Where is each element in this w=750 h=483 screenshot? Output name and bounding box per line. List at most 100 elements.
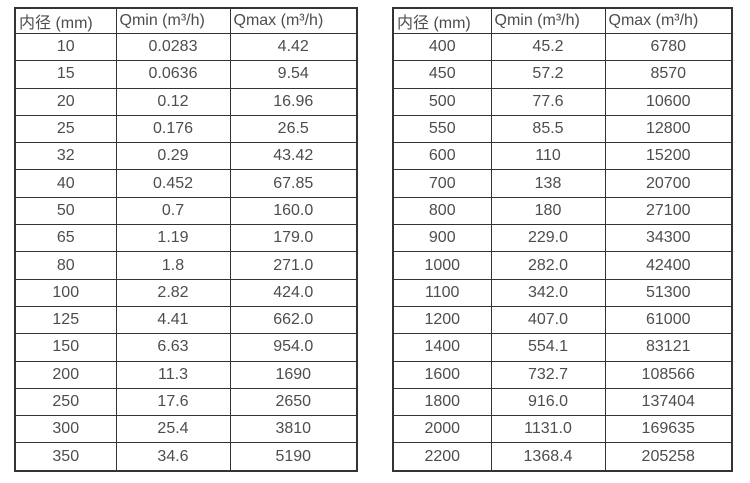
- table-cell: 77.6: [490, 87, 606, 116]
- table-cell: 25.4: [115, 415, 231, 444]
- table-row: 125 4.41 662.0: [14, 305, 358, 335]
- table-cell: 900: [392, 224, 492, 253]
- table-cell: 32: [14, 142, 117, 171]
- column-header: Qmax (m³/h): [604, 7, 733, 34]
- table-cell: 108566: [604, 360, 733, 389]
- table-row: 2200 1368.4 205258: [392, 442, 733, 472]
- table-cell: 100: [14, 278, 117, 307]
- table-cell: 1400: [392, 333, 492, 362]
- table-cell: 137404: [604, 387, 733, 417]
- table-row: 40 0.452 67.85: [14, 169, 358, 198]
- table-cell: 45.2: [490, 32, 606, 62]
- table-cell: 282.0: [490, 251, 606, 280]
- table-row: 200 11.3 1690: [14, 360, 358, 389]
- table-cell: 550: [392, 114, 492, 144]
- table-cell: 10600: [604, 87, 733, 116]
- table-cell: 1100: [392, 278, 492, 307]
- table-cell: 85.5: [490, 114, 606, 144]
- table-cell: 138: [490, 169, 606, 198]
- table-cell: 800: [392, 196, 492, 226]
- table-row: 100 2.82 424.0: [14, 278, 358, 307]
- table-cell: 1600: [392, 360, 492, 389]
- table-cell: 180: [490, 196, 606, 226]
- table-cell: 350: [14, 442, 117, 472]
- table-cell: 11.3: [115, 360, 231, 389]
- table-cell: 1131.0: [490, 415, 606, 444]
- table-row: 10 0.0283 4.42: [14, 32, 358, 62]
- table-cell: 179.0: [229, 224, 358, 253]
- table-cell: 57.2: [490, 60, 606, 89]
- table-row: 25 0.176 26.5: [14, 114, 358, 144]
- table-cell: 2200: [392, 442, 492, 472]
- table-cell: 4.41: [115, 305, 231, 335]
- table-cell: 2650: [229, 387, 358, 417]
- table-row: 150 6.63 954.0: [14, 333, 358, 362]
- table-row: 300 25.4 3810: [14, 415, 358, 444]
- table-row: 550 85.5 12800: [392, 114, 733, 144]
- table-cell: 17.6: [115, 387, 231, 417]
- column-header: Qmax (m³/h): [229, 7, 358, 34]
- table-cell: 20700: [604, 169, 733, 198]
- table-row: 2000 1131.0 169635: [392, 415, 733, 444]
- table-cell: 34.6: [115, 442, 231, 472]
- table-cell: 662.0: [229, 305, 358, 335]
- table-cell: 450: [392, 60, 492, 89]
- table-cell: 600: [392, 142, 492, 171]
- table-cell: 1200: [392, 305, 492, 335]
- table-row: 15 0.0636 9.54: [14, 60, 358, 89]
- table-cell: 424.0: [229, 278, 358, 307]
- table-row: 400 45.2 6780: [392, 32, 733, 62]
- table-cell: 83121: [604, 333, 733, 362]
- table-row: 65 1.19 179.0: [14, 224, 358, 253]
- table-row: 250 17.6 2650: [14, 387, 358, 417]
- flow-spec-table-small-diameters: 内径 (mm) Qmin (m³/h) Qmax (m³/h) 10 0.0283 4.4…: [14, 7, 358, 472]
- column-header: Qmin (m³/h): [115, 7, 231, 34]
- table-cell: 1000: [392, 251, 492, 280]
- table-cell: 9.54: [229, 60, 358, 89]
- table-cell: 160.0: [229, 196, 358, 226]
- table-row: 20 0.12 16.96: [14, 87, 358, 116]
- table-cell: 51300: [604, 278, 733, 307]
- table-cell: 0.0636: [115, 60, 231, 89]
- table-cell: 1.19: [115, 224, 231, 253]
- table-cell: 732.7: [490, 360, 606, 389]
- table-cell: 200: [14, 360, 117, 389]
- table-cell: 4.42: [229, 32, 358, 62]
- table-row: 450 57.2 8570: [392, 60, 733, 89]
- table-row: 900 229.0 34300: [392, 224, 733, 253]
- table-cell: 954.0: [229, 333, 358, 362]
- table-row: 1400 554.1 83121: [392, 333, 733, 362]
- table-cell: 12800: [604, 114, 733, 144]
- table-cell: 300: [14, 415, 117, 444]
- table-cell: 0.12: [115, 87, 231, 116]
- table-cell: 6780: [604, 32, 733, 62]
- table-cell: 8570: [604, 60, 733, 89]
- table-cell: 42400: [604, 251, 733, 280]
- column-header: Qmin (m³/h): [490, 7, 606, 34]
- table-row: 800 180 27100: [392, 196, 733, 226]
- table-row: 32 0.29 43.42: [14, 142, 358, 171]
- table-cell: 26.5: [229, 114, 358, 144]
- table-cell: 2000: [392, 415, 492, 444]
- table-cell: 1368.4: [490, 442, 606, 472]
- table-cell: 6.63: [115, 333, 231, 362]
- table-cell: 16.96: [229, 87, 358, 116]
- table-row: 1100 342.0 51300: [392, 278, 733, 307]
- table-cell: 271.0: [229, 251, 358, 280]
- table-cell: 2.82: [115, 278, 231, 307]
- header-row: 内径 (mm) Qmin (m³/h) Qmax (m³/h): [14, 7, 358, 34]
- table-cell: 0.452: [115, 169, 231, 198]
- table-row: 500 77.6 10600: [392, 87, 733, 116]
- table-cell: 500: [392, 87, 492, 116]
- column-header: 内径 (mm): [14, 7, 117, 34]
- table-cell: 34300: [604, 224, 733, 253]
- table-cell: 110: [490, 142, 606, 171]
- table-cell: 916.0: [490, 387, 606, 417]
- table-cell: 15: [14, 60, 117, 89]
- flow-spec-table-large-diameters: 内径 (mm) Qmin (m³/h) Qmax (m³/h) 400 45.2 6780…: [392, 7, 733, 472]
- table-cell: 342.0: [490, 278, 606, 307]
- table-cell: 50: [14, 196, 117, 226]
- table-cell: 3810: [229, 415, 358, 444]
- header-row: 内径 (mm) Qmin (m³/h) Qmax (m³/h): [392, 7, 733, 34]
- table-cell: 27100: [604, 196, 733, 226]
